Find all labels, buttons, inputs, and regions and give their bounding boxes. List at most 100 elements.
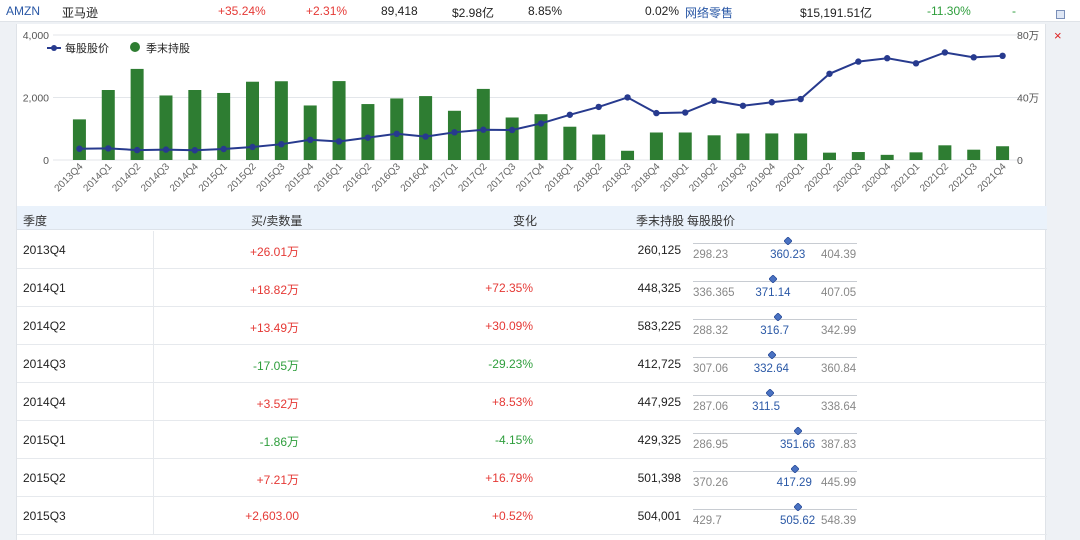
x-tick-label: 2020Q2 <box>803 161 836 194</box>
legend-holding-label: 季末持股 <box>146 41 190 55</box>
price-point <box>768 99 775 106</box>
x-tick-label: 2014Q2 <box>110 161 143 194</box>
row-quarter: 2015Q3 <box>23 509 66 523</box>
range-high: 404.39 <box>821 249 857 261</box>
holding-bar <box>996 146 1010 160</box>
x-tick-label: 2015Q4 <box>283 161 316 194</box>
table-row[interactable]: 2014Q4 +3.52万 +8.53% 447,925 287.06 311.5 338.… <box>17 383 1047 421</box>
holding-bar <box>649 132 663 160</box>
x-tick-label: 2019Q4 <box>745 161 778 194</box>
x-tick-label: 2021Q4 <box>976 161 1009 194</box>
market-cap: $15,191.51亿 <box>800 6 873 20</box>
range-marker-icon <box>790 465 799 473</box>
holding-bar <box>736 133 750 160</box>
table-row[interactable]: 2015Q2 +7.21万 +16.79% 501,398 370.26 417.29 44… <box>17 459 1047 497</box>
x-tick-label: 2018Q2 <box>572 161 605 194</box>
x-tick-label: 2014Q1 <box>81 161 114 194</box>
table-row[interactable]: 2014Q1 +18.82万 +72.35% 448,325 336.365 371.14… <box>17 269 1047 307</box>
x-tick-label: 2016Q3 <box>370 161 403 194</box>
row-holding: 501,398 <box>637 471 681 485</box>
range-mid: 311.5 <box>752 401 781 413</box>
price-range: 336.365 371.14 407.05 <box>693 275 865 305</box>
price-point <box>133 146 141 154</box>
row-change: +72.35% <box>485 281 533 295</box>
price-range: 286.95 351.66 387.83 <box>693 427 865 457</box>
range-marker-icon <box>784 237 793 245</box>
holding-bar <box>967 149 981 160</box>
x-tick-label: 2019Q2 <box>687 161 720 194</box>
holding-detail-panel: 0 2,000 4,000 0 40万 80万 2013Q4 2014Q1 2014Q2 2014… <box>16 24 1047 540</box>
row-divider <box>153 421 154 459</box>
header-price: 每股股价 <box>687 214 736 228</box>
table-row[interactable]: 2015Q3 +2,603.00 +0.52% 504,001 429.7 505.62 5… <box>17 497 1047 535</box>
range-low: 370.26 <box>693 477 729 489</box>
row-quarter: 2015Q2 <box>23 471 66 485</box>
range-marker-icon <box>767 351 776 359</box>
row-divider <box>153 345 154 383</box>
sector-link[interactable]: 网络零售 <box>685 6 734 20</box>
x-tick-label: 2020Q4 <box>860 161 893 194</box>
change-2: +2.31% <box>306 4 348 18</box>
range-high: 338.64 <box>821 401 857 413</box>
holding-bar <box>563 126 577 160</box>
holding-bar <box>765 133 779 160</box>
y-right-tick: 40万 <box>1017 93 1039 105</box>
holding-bar <box>159 95 173 160</box>
table-row[interactable]: 2014Q2 +13.49万 +30.09% 583,225 288.32 316.7 34… <box>17 307 1047 345</box>
price-point <box>537 120 545 127</box>
row-trade: +3.52万 <box>256 397 299 411</box>
holding-bar <box>390 98 404 160</box>
company-name[interactable]: 亚马逊 <box>62 6 99 20</box>
row-divider <box>153 459 154 497</box>
holding-bar <box>938 145 952 160</box>
row-holding: 412,725 <box>637 357 681 371</box>
range-high: 445.99 <box>821 477 857 489</box>
legend-price-label: 每股股价 <box>65 41 109 55</box>
range-marker-icon <box>793 427 802 435</box>
price-point <box>451 129 458 136</box>
expand-icon[interactable] <box>1056 10 1065 19</box>
range-low: 288.32 <box>693 325 729 337</box>
holding-bar <box>476 88 490 160</box>
price-point <box>76 145 83 152</box>
range-low: 307.06 <box>693 363 729 375</box>
close-icon[interactable]: × <box>1054 28 1062 43</box>
y-right-tick: 0 <box>1017 155 1023 167</box>
x-tick-label: 2016Q1 <box>312 161 345 194</box>
range-marker-icon <box>793 503 802 511</box>
holding-bar <box>188 90 202 160</box>
table-row[interactable]: 2013Q4 +26.01万 260,125 298.23 360.23 404.39 <box>17 231 1047 269</box>
range-mid: 505.62 <box>779 515 816 527</box>
ticker-symbol[interactable]: AMZN <box>6 4 40 18</box>
stock-summary-row[interactable]: AMZN 亚马逊 +35.24% +2.31% 89,418 $2.98亿 8.… <box>0 0 1080 22</box>
row-change: -29.23% <box>488 357 533 371</box>
legend-bar-icon <box>130 42 140 52</box>
header-quarter: 季度 <box>23 214 48 228</box>
y-left-tick: 4,000 <box>23 30 49 42</box>
price-range: 307.06 332.64 360.84 <box>693 351 865 381</box>
table-row[interactable]: 2014Q3 -17.05万 -29.23% 412,725 307.06 332.64 3… <box>17 345 1047 383</box>
range-track <box>693 471 857 472</box>
row-quarter: 2015Q1 <box>23 433 66 447</box>
row-holding: 583,225 <box>637 319 681 333</box>
x-tick-label: 2017Q1 <box>428 161 461 194</box>
ratio: 8.85% <box>528 4 563 18</box>
x-tick-label: 2021Q2 <box>918 161 951 194</box>
row-trade: +7.21万 <box>256 473 299 487</box>
range-track <box>693 243 857 244</box>
range-low: 336.365 <box>693 287 735 299</box>
price-range: 298.23 360.23 404.39 <box>693 237 865 267</box>
holding-bar <box>274 81 288 160</box>
price-point <box>999 52 1006 60</box>
price-point <box>191 147 199 154</box>
price-point <box>220 145 227 153</box>
x-tick-label: 2018Q4 <box>630 161 663 194</box>
x-tick-label: 2019Q1 <box>658 161 691 194</box>
row-quarter: 2014Q2 <box>23 319 66 333</box>
table-row[interactable]: 2015Q1 -1.86万 -4.15% 429,325 286.95 351.66 387… <box>17 421 1047 459</box>
row-holding: 260,125 <box>637 243 681 257</box>
price-point <box>912 60 920 67</box>
x-tick-label: 2016Q4 <box>399 161 432 194</box>
row-divider <box>153 231 154 269</box>
range-high: 342.99 <box>821 325 857 337</box>
